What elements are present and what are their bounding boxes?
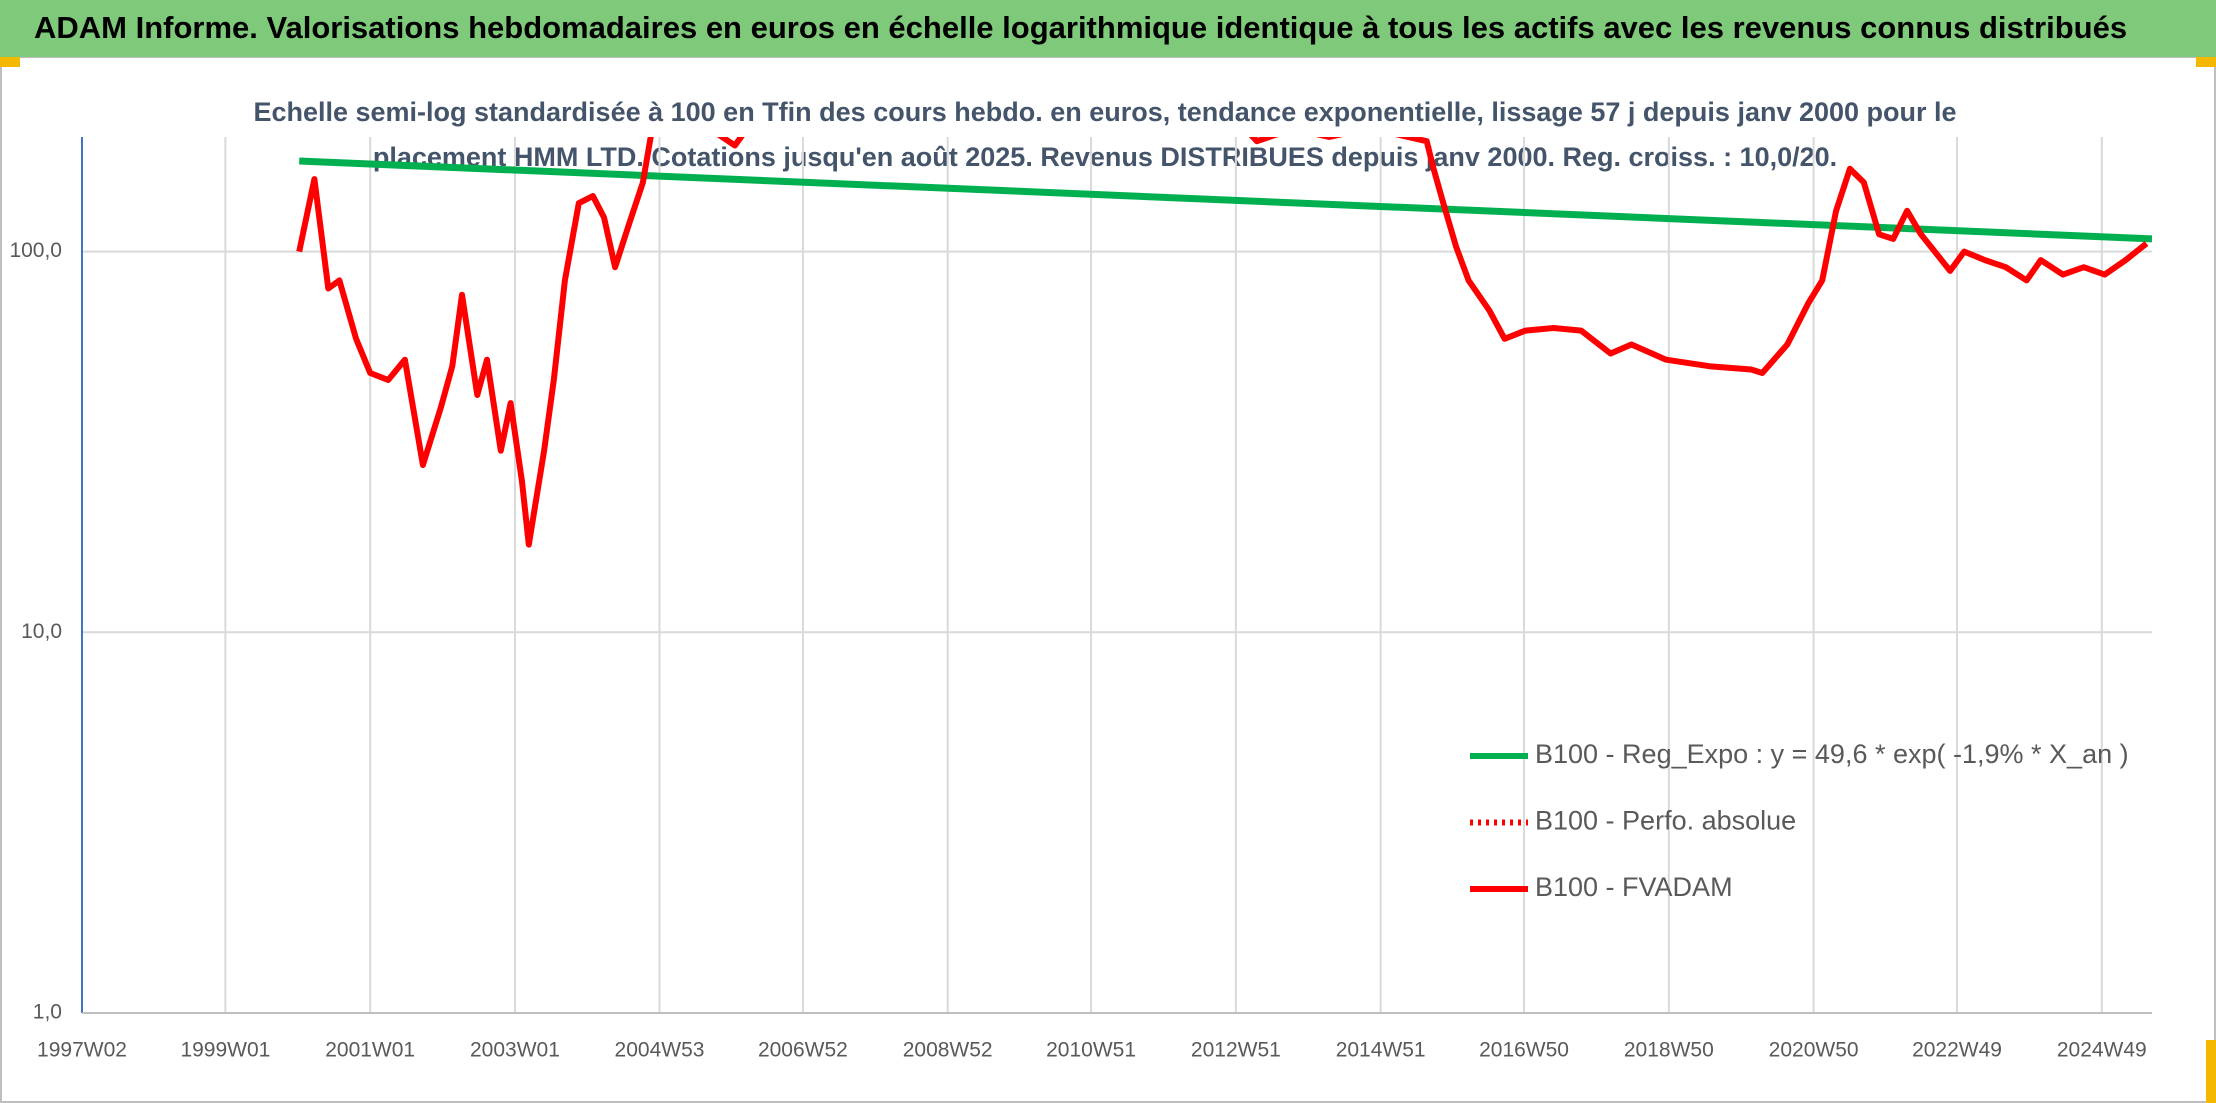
x-tick-label: 2001W01 (325, 1039, 415, 1062)
legend-label: B100 - FVADAM (1535, 872, 1733, 902)
x-tick-label: 2004W53 (615, 1039, 705, 1062)
x-tick-label: 2016W50 (1479, 1039, 1569, 1062)
plot-area (296, 137, 2152, 548)
chart-subtitle: Echelle semi-log standardisée à 100 en T… (253, 97, 1956, 127)
series-line (296, 137, 2149, 548)
x-tick-label: 2012W51 (1191, 1039, 1281, 1062)
x-tick-label: 2008W52 (903, 1039, 993, 1062)
x-tick-label: 2022W49 (1912, 1039, 2002, 1062)
chart-title: ADAM Informe. Valorisations hebdomadaire… (34, 10, 2127, 45)
header-band (0, 0, 2216, 57)
x-tick-label: 2003W01 (470, 1039, 560, 1062)
corner-marker (0, 57, 20, 67)
legend-label: B100 - Reg_Expo : y = 49,6 * exp( -1,9% … (1535, 739, 2129, 769)
series-line (299, 157, 2152, 243)
x-tick-label: 2006W52 (758, 1039, 848, 1062)
x-tick-label: 2010W51 (1046, 1039, 1136, 1062)
corner-marker (2206, 1040, 2216, 1103)
chart-subtitle: placement HMM LTD. Cotations jusqu'en ao… (373, 142, 1837, 172)
x-tick-label: 2020W50 (1769, 1039, 1859, 1062)
corner-marker (2196, 57, 2216, 67)
legend-label: B100 - Perfo. absolue (1535, 806, 1796, 836)
x-tick-label: 1999W01 (180, 1039, 270, 1062)
x-tick-label: 2018W50 (1624, 1039, 1714, 1062)
x-tick-label: 1997W02 (37, 1039, 127, 1062)
legend: B100 - Reg_Expo : y = 49,6 * exp( -1,9% … (1470, 739, 2129, 902)
y-tick-label: 10,0 (21, 620, 62, 643)
x-tick-label: 2014W51 (1336, 1039, 1426, 1062)
y-tick-label: 100,0 (9, 239, 62, 262)
y-tick-label: 1,0 (33, 1001, 62, 1024)
x-tick-label: 2024W49 (2057, 1039, 2147, 1062)
